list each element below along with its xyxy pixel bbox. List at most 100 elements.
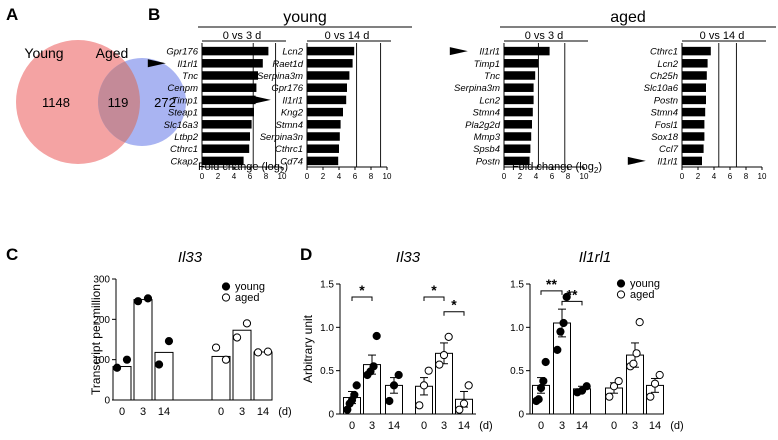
category-label-ccl7: Ccl7 xyxy=(659,144,679,155)
data-point-young xyxy=(394,370,403,380)
x-tick-label: 4 xyxy=(712,172,717,181)
bar-ckap2 xyxy=(202,156,244,166)
data-point-young xyxy=(556,327,565,336)
bar-il1rl1 xyxy=(682,156,702,166)
x-tick-label: 3 xyxy=(369,420,375,432)
data-point-young xyxy=(539,376,548,386)
bar-lcn2 xyxy=(307,46,355,56)
category-label-cenpm: Cenpm xyxy=(167,83,198,94)
data-point-aged xyxy=(419,381,429,390)
category-label-il1rl1: Il1rl1 xyxy=(282,95,303,106)
y-tick-label: 200 xyxy=(93,315,110,326)
legend-label-young: young xyxy=(630,278,660,290)
x-tick-label: 8 xyxy=(566,172,571,181)
y-tick-label: 0 xyxy=(518,410,524,421)
y-tick-label: 300 xyxy=(93,275,110,286)
chart-title-il33: Il33 xyxy=(178,249,203,266)
x-tick-label: 3 xyxy=(441,420,447,432)
data-point-aged xyxy=(424,366,433,375)
category-label-tnc: Tnc xyxy=(484,71,500,82)
data-point-aged xyxy=(435,360,444,369)
data-point-aged xyxy=(242,319,252,328)
bar-aged-day-14 xyxy=(253,351,273,401)
chart-title-il33: Il33 xyxy=(396,249,421,266)
category-label-ltbp2: Ltbp2 xyxy=(174,132,198,143)
bar-tnc xyxy=(202,71,258,80)
x-tick-label: 0 xyxy=(538,420,544,432)
venn-aged-label: Aged xyxy=(96,45,129,61)
panel-label-d: D xyxy=(300,245,312,264)
venn-young-circle xyxy=(16,40,140,164)
data-point-aged xyxy=(646,392,655,401)
venn-young-only-count: 1148 xyxy=(42,95,70,110)
y-tick-label: 100 xyxy=(93,355,110,366)
y-axis-label: Arbitrary unit xyxy=(301,314,315,383)
category-label-tnc: Tnc xyxy=(182,71,198,82)
x-tick-label: 2 xyxy=(216,172,221,181)
data-point-young xyxy=(559,318,568,328)
bar-ccl7 xyxy=(682,144,704,153)
bar-young-day-0 xyxy=(112,366,132,401)
x-tick-label: 3 xyxy=(559,420,565,432)
data-point-aged xyxy=(635,318,644,327)
bar-ch25h xyxy=(682,71,707,80)
significance-bracket xyxy=(423,296,445,301)
bar-cenpm xyxy=(202,83,257,92)
data-point-young xyxy=(112,363,122,372)
bar-kng2 xyxy=(307,107,343,117)
bar-cthrc1 xyxy=(202,144,250,153)
bar-il1rl1 xyxy=(307,95,347,105)
data-point-aged xyxy=(232,333,242,342)
bar-young-day-14 xyxy=(154,351,174,401)
x-tick-label: 6 xyxy=(550,172,555,181)
x-tick-label: 10 xyxy=(580,172,589,181)
x-tick-label: 3 xyxy=(239,406,245,418)
significance-marker: * xyxy=(451,297,457,313)
significance-marker: * xyxy=(359,282,365,298)
venn-overlap-count: 119 xyxy=(108,95,129,110)
bar-aged-day-0 xyxy=(211,355,231,401)
x-tick-label: 14 xyxy=(388,420,400,432)
highlight-arrow-icon xyxy=(627,156,646,165)
bar-young-day-3 xyxy=(133,299,153,401)
bar-postn xyxy=(504,156,530,166)
bar-timp1 xyxy=(504,59,539,68)
data-point-aged xyxy=(650,379,660,388)
bar-fosl1 xyxy=(682,120,705,129)
bar-chart-d-il33: Il33 Arbitrary unit 0 0.5 1.0 1.5 0 3 14 0 3 14 (d) *… xyxy=(301,249,493,432)
legend-marker-aged xyxy=(616,290,626,299)
data-point-aged xyxy=(455,405,464,414)
bar-lcn2 xyxy=(504,95,534,105)
data-point-young xyxy=(541,357,550,367)
category-label-kng2: Kng2 xyxy=(281,108,304,119)
category-label-spsb4: Spsb4 xyxy=(473,144,500,155)
data-point-aged xyxy=(221,355,231,364)
highlight-arrow-icon xyxy=(147,59,166,68)
x-tick-label: 8 xyxy=(264,172,269,181)
x-tick-label: 0 xyxy=(421,420,427,432)
bar-cthrc1 xyxy=(682,46,711,56)
significance-marker: ** xyxy=(546,276,557,292)
category-label-cthrc1: Cthrc1 xyxy=(650,47,678,58)
chart-title: 0 vs 14 d xyxy=(325,30,370,42)
significance-marker: * xyxy=(431,282,437,298)
data-point-aged xyxy=(415,401,424,410)
x-tick-label: 14 xyxy=(576,420,588,432)
x-axis-unit: (d) xyxy=(278,406,291,418)
category-label-serpina3m: Serpina3m xyxy=(257,71,303,82)
bar-il1rl1 xyxy=(504,46,550,56)
category-label-serpina3m: Serpina3m xyxy=(454,83,500,94)
chart-title: 0 vs 3 d xyxy=(223,30,262,42)
x-axis-unit: (d) xyxy=(670,420,683,432)
category-label-serpina3n: Serpina3n xyxy=(260,132,303,143)
bar-spsb4 xyxy=(504,144,531,153)
bar-steap1 xyxy=(202,107,254,117)
bar-serpina3m xyxy=(504,83,534,92)
x-tick-label: 10 xyxy=(758,172,767,181)
y-axis-label: Transcript per million xyxy=(89,284,103,395)
bar-raet1d xyxy=(307,59,353,68)
x-tick-label: 8 xyxy=(744,172,749,181)
